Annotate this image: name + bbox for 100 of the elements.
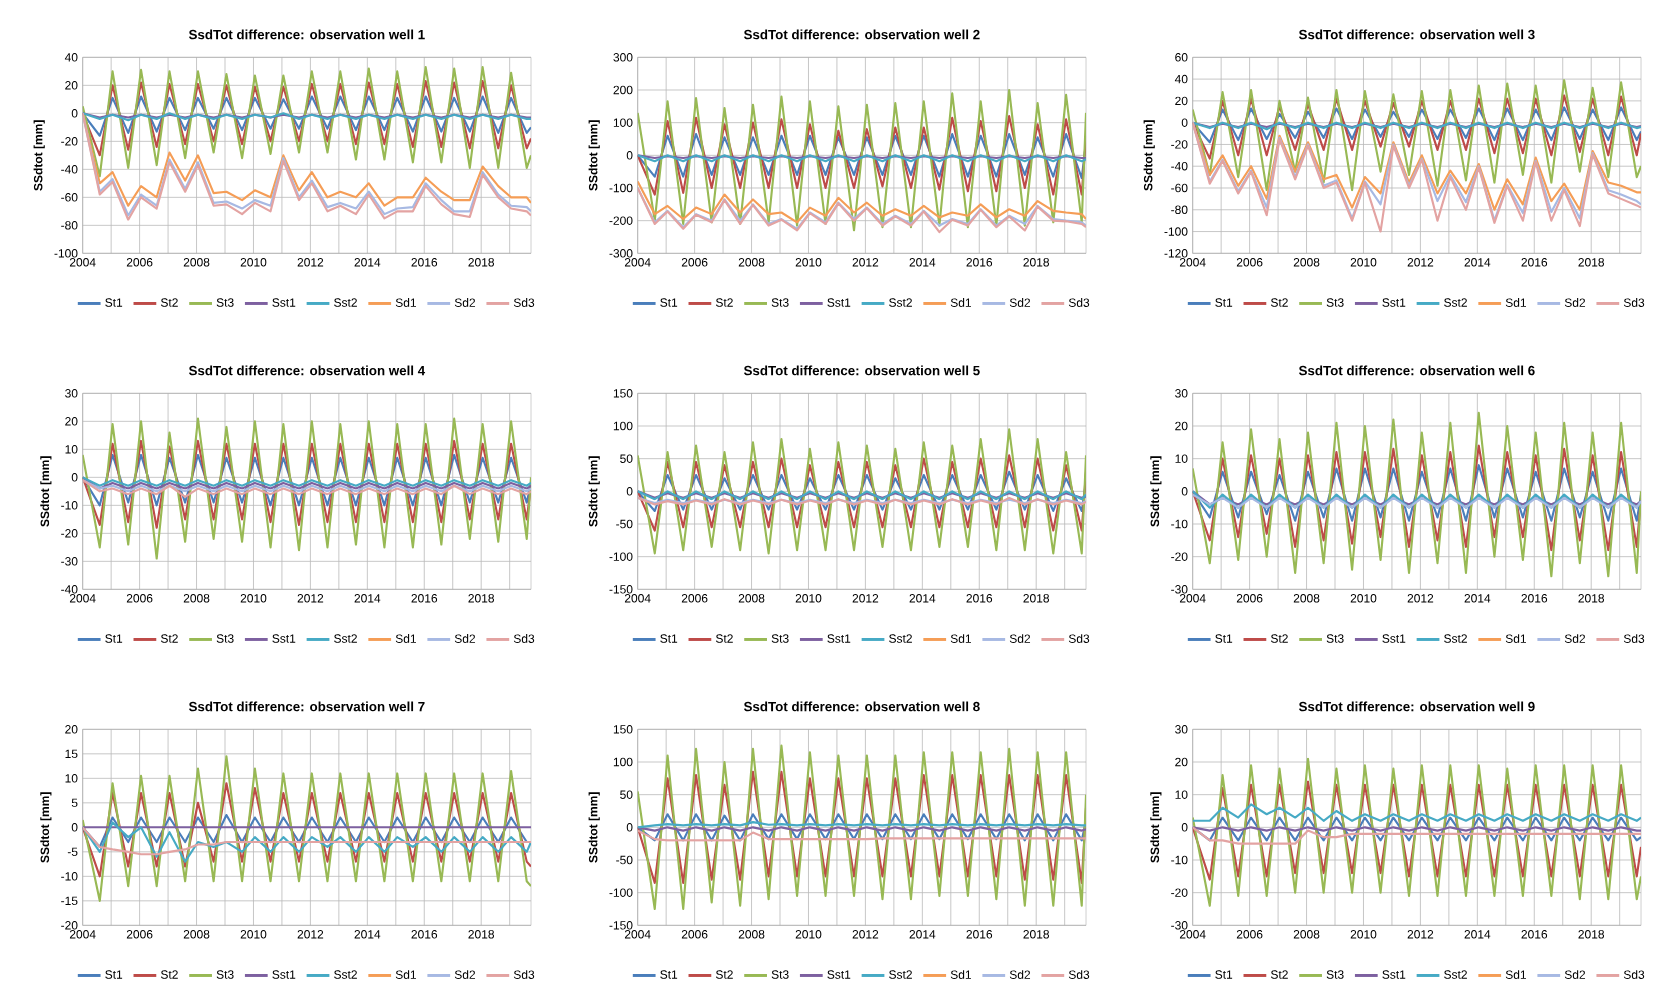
legend-label: Sst1 xyxy=(272,970,296,979)
x-tick-label: 2016 xyxy=(966,594,993,603)
legend-label: Sst2 xyxy=(334,298,357,307)
y-axis-title: SSdtot [mm] xyxy=(40,456,52,527)
y-axis-title: SSdtot [mm] xyxy=(588,120,600,191)
legend-label: Sst1 xyxy=(1382,634,1406,643)
legend-label: Sst1 xyxy=(272,298,296,307)
y-tick-label: -10 xyxy=(61,501,78,510)
y-tick-label: 10 xyxy=(1175,790,1188,799)
x-tick-label: 2014 xyxy=(909,258,936,267)
legend-label: St2 xyxy=(1270,970,1288,979)
x-tick-label: 2012 xyxy=(852,594,879,603)
y-tick-label: -80 xyxy=(61,221,78,230)
chart-title: SsdTot difference: observation well 6 xyxy=(1298,365,1535,376)
legend-label: St1 xyxy=(660,634,678,643)
x-tick-label: 2006 xyxy=(681,258,708,267)
y-tick-label: -40 xyxy=(1171,161,1188,171)
x-tick-label: 2016 xyxy=(411,930,438,939)
legend-label: St3 xyxy=(1326,970,1344,979)
y-tick-label: -20 xyxy=(61,137,78,146)
y-tick-label: 20 xyxy=(65,417,78,426)
y-tick-label: 40 xyxy=(1174,74,1188,84)
y-tick-label: 30 xyxy=(1175,389,1188,398)
legend-label: Sd1 xyxy=(1505,970,1526,979)
x-tick-label: 2018 xyxy=(468,594,495,603)
legend-label: Sd1 xyxy=(395,298,416,307)
x-tick-label: 2008 xyxy=(1293,930,1320,939)
x-tick-label: 2004 xyxy=(69,594,96,603)
x-tick-label: 2014 xyxy=(909,594,936,603)
x-tick-label: 2016 xyxy=(411,258,438,267)
y-tick-label: -80 xyxy=(1171,205,1188,215)
line-series xyxy=(637,180,1087,224)
y-axis-title: SSdtot [mm] xyxy=(33,120,45,191)
x-tick-label: 2004 xyxy=(1179,258,1206,267)
y-tick-label: 15 xyxy=(65,749,78,759)
legend-label: St3 xyxy=(1326,298,1344,307)
y-tick-label: 20 xyxy=(65,81,78,90)
line-series xyxy=(82,66,532,178)
legend-label: St2 xyxy=(1270,634,1288,643)
legend-label: Sd1 xyxy=(395,634,416,643)
legend-label: St2 xyxy=(715,634,733,643)
x-tick-label: 2010 xyxy=(795,930,822,939)
x-tick-label: 2006 xyxy=(681,930,708,939)
legend-label: Sst2 xyxy=(1444,970,1467,979)
chart-title: SsdTot difference: observation well 9 xyxy=(1298,701,1535,712)
y-tick-label: -20 xyxy=(1171,888,1188,897)
x-tick-label: 2014 xyxy=(1464,930,1491,939)
y-tick-label: 0 xyxy=(626,823,633,832)
x-tick-label: 2008 xyxy=(1293,258,1320,267)
legend-label: Sst1 xyxy=(827,298,851,307)
x-tick-label: 2010 xyxy=(1350,258,1377,267)
legend-label: St2 xyxy=(715,298,733,307)
legend-label: St3 xyxy=(216,298,234,307)
x-tick-label: 2018 xyxy=(1023,930,1050,939)
legend-label: Sd1 xyxy=(950,634,971,643)
y-tick-label: 100 xyxy=(613,421,633,431)
x-tick-label: 2008 xyxy=(183,258,210,267)
y-tick-label: -150 xyxy=(609,585,633,594)
y-tick-label: -30 xyxy=(1171,585,1188,594)
line-series xyxy=(1192,94,1642,160)
x-tick-label: 2016 xyxy=(1521,258,1548,267)
x-tick-label: 2016 xyxy=(966,930,993,939)
y-tick-label: 20 xyxy=(1175,96,1188,106)
x-tick-label: 2012 xyxy=(1407,594,1434,603)
x-tick-label: 2004 xyxy=(624,258,651,267)
legend-label: St2 xyxy=(715,970,733,979)
x-tick-label: 2018 xyxy=(1578,594,1605,603)
y-axis-title: SSdtot [mm] xyxy=(40,792,52,863)
chart-title: SsdTot difference: observation well 7 xyxy=(188,701,425,712)
legend-label: St3 xyxy=(771,298,789,307)
legend-label: Sst2 xyxy=(334,634,357,643)
legend-label: St2 xyxy=(160,298,178,307)
y-tick-label: 20 xyxy=(1175,421,1188,431)
legend-label: Sd1 xyxy=(1505,298,1526,307)
line-series xyxy=(1192,79,1642,192)
x-tick-label: 2010 xyxy=(1350,594,1377,603)
line-series xyxy=(1192,106,1642,144)
x-tick-label: 2010 xyxy=(1350,930,1377,939)
line-series xyxy=(82,417,532,560)
legend-label: St1 xyxy=(105,298,123,307)
y-tick-label: -120 xyxy=(1164,249,1188,258)
legend-label: Sd3 xyxy=(1068,970,1090,979)
legend-label: Sd2 xyxy=(454,634,476,643)
y-tick-label: -20 xyxy=(1171,552,1188,561)
y-tick-label: 150 xyxy=(613,725,633,734)
y-tick-label: 0 xyxy=(71,473,78,482)
y-tick-label: 100 xyxy=(613,757,633,767)
y-tick-label: 0 xyxy=(71,109,78,118)
y-tick-label: 0 xyxy=(1181,118,1188,127)
y-tick-label: 30 xyxy=(65,389,78,398)
legend-label: Sd2 xyxy=(1009,634,1031,643)
legend-label: Sd3 xyxy=(1623,634,1645,643)
x-tick-label: 2018 xyxy=(1023,258,1050,267)
y-axis-title: SSdtot [mm] xyxy=(1150,456,1162,527)
x-tick-label: 2010 xyxy=(240,594,267,603)
x-tick-label: 2006 xyxy=(126,594,153,603)
x-tick-label: 2004 xyxy=(69,258,96,267)
x-tick-label: 2016 xyxy=(411,594,438,603)
y-tick-label: -20 xyxy=(61,921,78,930)
chart-title: SsdTot difference: observation well 8 xyxy=(743,701,980,712)
